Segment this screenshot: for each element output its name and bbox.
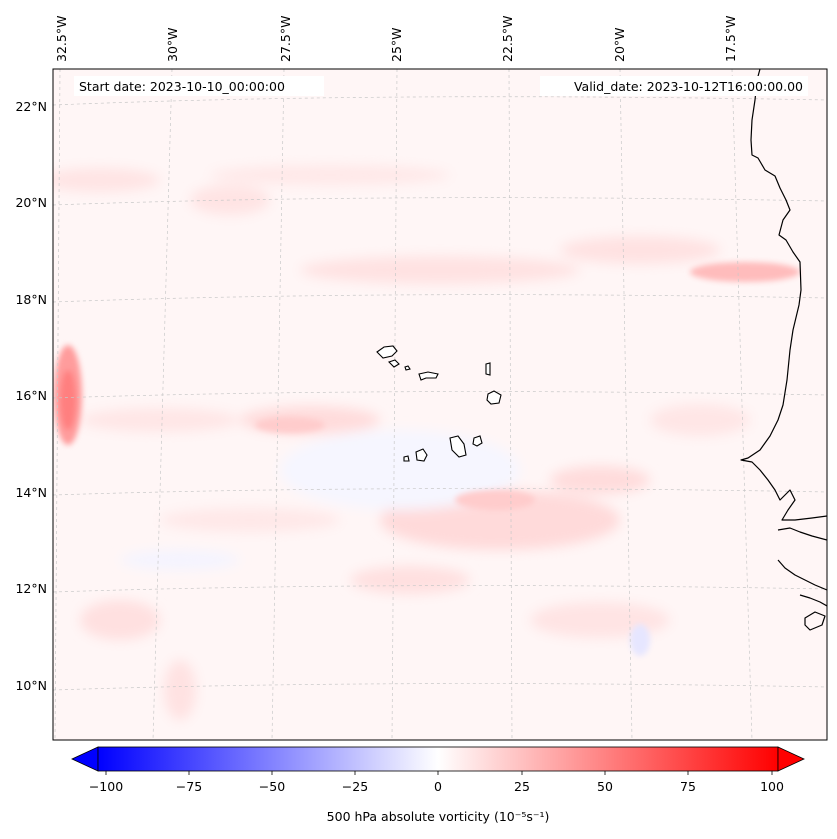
lat-label-20n: 20°N bbox=[15, 195, 47, 210]
map-frame bbox=[52, 68, 828, 741]
island-sal bbox=[485, 362, 491, 376]
colorbar-tick-50: 50 bbox=[597, 779, 613, 794]
colorbar: −100 −75 −50 −25 0 25 50 75 100 500 hPa … bbox=[71, 746, 805, 824]
lat-label-10n: 10°N bbox=[15, 678, 47, 693]
island-maio bbox=[472, 435, 483, 447]
island-fogo bbox=[415, 448, 428, 462]
colorbar-low-extend bbox=[71, 746, 99, 772]
island-sao-vicente bbox=[387, 359, 400, 368]
island-brava bbox=[403, 455, 410, 462]
island-sao-nicolau bbox=[418, 371, 439, 381]
lat-label-12n: 12°N bbox=[15, 581, 47, 596]
lat-label-18n: 18°N bbox=[15, 292, 47, 307]
colorbar-tick-neg75: −75 bbox=[176, 779, 202, 794]
lat-label-14n: 14°N bbox=[15, 485, 47, 500]
colorbar-tick-0: 0 bbox=[434, 779, 442, 794]
lat-label-16n: 16°N bbox=[15, 388, 47, 403]
vorticity-field bbox=[53, 165, 800, 720]
island-santiago bbox=[449, 435, 467, 458]
lon-label-32-5w: 32.5°W bbox=[54, 16, 69, 62]
lon-label-27-5w: 27.5°W bbox=[278, 16, 293, 62]
colorbar-tick-25: 25 bbox=[514, 779, 530, 794]
colorbar-tick-75: 75 bbox=[680, 779, 696, 794]
lon-label-22-5w: 22.5°W bbox=[500, 16, 515, 62]
start-date-label: Start date: 2023-10-10_00:00:00 bbox=[79, 79, 285, 94]
colorbar-units: (10⁻⁵s⁻¹) bbox=[494, 809, 549, 824]
colorbar-tick-neg25: −25 bbox=[342, 779, 368, 794]
colorbar-high-extend bbox=[777, 746, 805, 772]
lon-label-25w: 25°W bbox=[389, 27, 404, 62]
colorbar-tick-neg100: −100 bbox=[89, 779, 123, 794]
colorbar-tick-100: 100 bbox=[760, 779, 784, 794]
longitude-labels: 32.5°W 30°W 27.5°W 25°W 22.5°W 20°W 17.5… bbox=[54, 16, 738, 62]
island-boa-vista bbox=[486, 390, 502, 405]
lon-label-30w: 30°W bbox=[165, 27, 180, 62]
colorbar-gradient bbox=[97, 746, 779, 772]
colorbar-label: 500 hPa absolute vorticity (10⁻⁵s⁻¹) bbox=[327, 809, 550, 824]
lon-label-20w: 20°W bbox=[612, 27, 627, 62]
start-date-box bbox=[74, 76, 324, 96]
valid-date-label: Valid_date: 2023-10-12T16:00:00.00 bbox=[574, 79, 803, 94]
graticule bbox=[53, 69, 827, 740]
lat-label-22n: 22°N bbox=[15, 99, 47, 114]
valid-date-box bbox=[540, 76, 808, 96]
lon-label-17-5w: 17.5°W bbox=[723, 16, 738, 62]
colorbar-tick-neg50: −50 bbox=[259, 779, 285, 794]
colorbar-field-title: 500 hPa absolute vorticity bbox=[327, 809, 491, 824]
africa-coastline bbox=[740, 69, 827, 631]
island-santa-luzia bbox=[404, 365, 411, 371]
island-santo-antao bbox=[376, 345, 398, 359]
latitude-labels: 22°N 20°N 18°N 16°N 14°N 12°N 10°N bbox=[15, 99, 47, 693]
cabo-verde-islands bbox=[376, 345, 502, 462]
